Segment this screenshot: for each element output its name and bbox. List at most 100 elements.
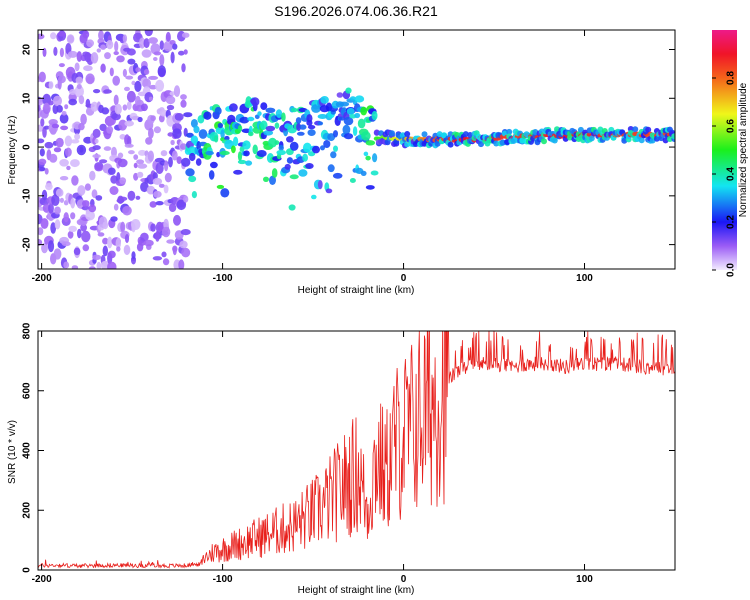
spectrogram-cell — [248, 131, 254, 137]
spectrogram-cell — [115, 237, 122, 249]
spectrogram-cell — [110, 216, 118, 222]
spectrogram-cell — [38, 33, 45, 40]
spectrogram-cell — [113, 203, 119, 211]
spectrogram-cell — [152, 177, 163, 185]
spectrogram-cell — [63, 212, 69, 223]
spectrogram-cell — [104, 52, 111, 60]
spectrogram-cell — [203, 111, 212, 120]
spectrogram-cell — [153, 51, 162, 56]
spectrogram-cell — [269, 175, 276, 185]
spectrogram-cell — [84, 183, 91, 191]
spectrogram-cell — [38, 71, 46, 83]
spectrogram-cell — [75, 76, 84, 85]
spectrogram-cell — [608, 126, 615, 133]
spectrogram-cell — [38, 158, 47, 165]
spectrogram-ylabel: Frequency (Hz) — [7, 116, 18, 185]
spectrogram-cell — [110, 175, 118, 184]
spectrogram-cell — [195, 158, 202, 166]
spectrogram-cell — [317, 180, 323, 190]
spectrogram-cell — [96, 261, 102, 269]
spectrogram-cell — [161, 226, 171, 238]
spectrogram-cell — [133, 154, 139, 160]
spectrogram-cell — [61, 241, 71, 247]
spectrogram-cell — [274, 122, 280, 129]
spectrogram-cell — [165, 95, 176, 105]
spectrogram-cell — [40, 118, 45, 127]
spectrogram-cell — [354, 112, 361, 119]
colorbar-tick-label: 0.0 — [726, 263, 737, 277]
spectrogram-cell — [136, 159, 145, 165]
spectrogram-cell — [210, 161, 218, 169]
spectrogram-cell — [117, 158, 128, 168]
spectrogram-cell — [124, 86, 130, 92]
spectrogram-cell — [180, 94, 187, 100]
spectrogram-cell — [82, 30, 90, 39]
spectrogram-cell — [61, 111, 67, 116]
spectrogram-cell — [94, 138, 99, 144]
spectrogram-cell — [370, 170, 379, 176]
spectrogram-cell — [302, 153, 308, 162]
spectrogram-cell — [296, 131, 305, 136]
spectrogram-cell — [213, 135, 219, 143]
spectrogram-cell — [577, 126, 584, 133]
spectrogram-cell — [168, 156, 173, 168]
spectrogram-cell — [172, 246, 177, 256]
spectrogram-cell — [191, 191, 197, 199]
spectrogram-xtick-label: -100 — [213, 273, 233, 284]
spectrogram-cell — [122, 104, 128, 111]
spectrogram-cell — [149, 201, 157, 208]
spectrogram-cell — [103, 146, 112, 151]
spectrogram-cell — [149, 84, 158, 90]
spectrogram-ytick-label: 10 — [22, 92, 33, 104]
snr-ytick-label: 0 — [22, 567, 33, 573]
spectrogram-cell — [82, 200, 90, 208]
spectrogram-cell — [38, 98, 44, 106]
figure-title: S196.2026.074.06.36.R21 — [274, 3, 438, 19]
spectrogram-cell — [219, 150, 230, 156]
spectrogram-cell — [171, 150, 178, 161]
spectrogram-cell — [233, 169, 243, 175]
spectrogram-cell — [179, 240, 188, 249]
spectrogram-cell — [81, 205, 91, 211]
spectrogram-cell — [302, 142, 312, 153]
spectrogram-cell — [94, 164, 104, 172]
spectrogram-cell — [60, 125, 69, 131]
spectrogram-cell — [214, 106, 222, 115]
spectrogram-cell — [143, 38, 150, 49]
colorbar-gradient — [712, 30, 737, 270]
spectrogram-cell — [160, 150, 168, 157]
spectrogram-ytick-label: -10 — [22, 188, 33, 203]
spectrogram-cell — [251, 97, 260, 107]
spectrogram-cell — [271, 168, 278, 178]
spectrogram-cell — [295, 117, 302, 124]
spectrogram-cell — [59, 159, 69, 167]
spectrogram-cell — [148, 75, 159, 80]
snr-ytick-label: 200 — [22, 501, 33, 518]
spectrogram-cell — [140, 232, 149, 242]
spectrogram-cell — [268, 137, 277, 148]
spectrogram-cell — [76, 83, 82, 90]
spectrogram-cell — [97, 232, 105, 237]
spectrogram-cell — [541, 138, 547, 145]
spectrogram-cell — [317, 121, 324, 126]
spectrogram-cell — [421, 131, 428, 138]
spectrogram-cell — [43, 125, 50, 130]
snr-ytick-label: 800 — [22, 322, 33, 339]
spectrogram-cell — [92, 254, 102, 260]
snr-xlabel: Height of straight line (km) — [298, 585, 415, 596]
spectrogram-cell — [164, 172, 172, 183]
snr-ylabel: SNR (10 * v/v) — [7, 420, 18, 484]
spectrogram-cell — [296, 122, 301, 132]
spectrogram-cell — [242, 140, 251, 150]
spectrogram-cell — [41, 242, 48, 254]
spectrogram-cell — [38, 227, 44, 236]
spectrogram-cell — [354, 95, 365, 103]
spectrogram-cell — [127, 190, 136, 201]
spectrogram-cell — [86, 39, 94, 48]
spectrogram-cell — [237, 159, 247, 165]
spectrogram-ytick-label: 20 — [22, 44, 33, 56]
spectrogram-cell — [290, 107, 298, 113]
spectrogram-cell — [216, 151, 221, 158]
spectrogram-cell — [220, 129, 225, 140]
